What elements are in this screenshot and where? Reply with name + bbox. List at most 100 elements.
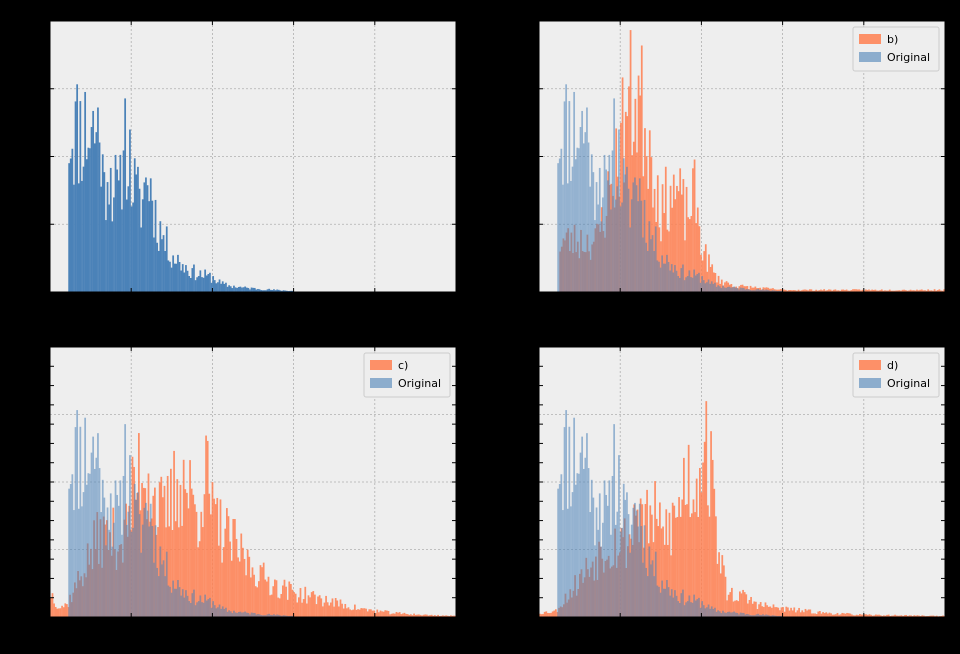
histogram-bar xyxy=(696,599,699,617)
histogram-bar xyxy=(145,177,147,292)
histogram-bar xyxy=(690,602,692,617)
series-original xyxy=(68,410,295,617)
histogram-bar xyxy=(97,433,99,617)
histogram-bar xyxy=(234,612,237,617)
histogram-bar xyxy=(621,527,624,617)
histogram-bar xyxy=(173,263,176,292)
histogram-bar xyxy=(285,586,287,617)
histogram-bar xyxy=(689,517,692,617)
histogram-bar xyxy=(779,290,782,292)
histogram-bar xyxy=(168,526,171,617)
histogram-bar xyxy=(654,551,657,617)
histogram-bar xyxy=(672,597,675,617)
histogram-bar xyxy=(221,606,224,617)
histogram-bar xyxy=(733,611,736,617)
histogram-bar xyxy=(74,427,77,617)
histogram-bar xyxy=(768,290,771,292)
histogram-bar xyxy=(709,266,712,292)
histogram-bar xyxy=(812,290,814,292)
histogram-bar xyxy=(602,522,604,617)
histogram-bar xyxy=(605,169,608,292)
histogram-bar xyxy=(228,285,231,292)
histogram-bar xyxy=(276,289,279,292)
legend-swatch-transformed xyxy=(370,360,392,370)
histogram-bar xyxy=(210,514,212,617)
histogram-bar xyxy=(73,184,75,292)
histogram-bar xyxy=(710,281,713,292)
histogram-bar xyxy=(700,254,702,292)
histogram-bar xyxy=(723,565,725,617)
histogram-bar xyxy=(202,277,205,292)
histogram-bar xyxy=(146,185,149,292)
histogram-bar xyxy=(737,601,740,617)
histogram-bar xyxy=(799,612,802,617)
histogram-bar xyxy=(662,588,665,617)
histogram-bar xyxy=(765,614,768,617)
histogram-bar xyxy=(736,612,739,617)
histogram-bar xyxy=(244,611,247,617)
histogram-bar xyxy=(750,596,752,617)
histogram-bar xyxy=(680,194,683,292)
histogram-bar xyxy=(882,290,885,292)
histogram-bar xyxy=(167,585,170,617)
histogram-bar xyxy=(553,610,556,617)
histogram-bar xyxy=(853,289,856,292)
histogram-bar xyxy=(626,166,628,292)
histogram-bar xyxy=(228,610,231,617)
histogram-bar xyxy=(746,288,748,292)
histogram-bar xyxy=(658,261,660,292)
histogram-bar xyxy=(197,601,200,617)
histogram-bar xyxy=(706,271,709,292)
histogram-bar xyxy=(678,497,680,617)
histogram-bar xyxy=(240,533,243,617)
histogram-bar xyxy=(339,599,342,617)
histogram-bar xyxy=(613,98,616,292)
histogram-bar xyxy=(682,589,684,617)
histogram-bar xyxy=(114,480,117,617)
histogram-bar xyxy=(670,555,672,617)
histogram-bar xyxy=(896,290,899,292)
histogram-bar xyxy=(379,610,382,617)
histogram-bar xyxy=(919,289,922,292)
histogram-bar xyxy=(792,290,795,292)
histogram-bar xyxy=(540,614,543,617)
histogram-bar xyxy=(746,613,748,617)
histogram-bar xyxy=(93,468,96,617)
histogram-bar xyxy=(260,290,263,292)
series-original xyxy=(557,84,784,292)
histogram-bar xyxy=(245,612,248,617)
histogram-bar xyxy=(840,289,843,292)
histogram-bar xyxy=(762,289,764,292)
histogram-bar xyxy=(165,551,168,617)
histogram-bar xyxy=(869,290,872,292)
histogram-bar xyxy=(674,590,676,617)
histogram-bar xyxy=(157,576,160,617)
histogram-bar xyxy=(712,608,715,617)
histogram-bar xyxy=(170,267,173,292)
histogram-bar xyxy=(838,614,840,617)
histogram-bar xyxy=(224,528,227,617)
histogram-bar xyxy=(897,615,900,617)
histogram-bar xyxy=(684,504,687,617)
histogram-bar xyxy=(780,607,783,617)
histogram-bar xyxy=(731,587,733,617)
histogram-bar xyxy=(674,265,676,292)
histogram-bar xyxy=(551,611,554,617)
histogram-bar xyxy=(66,604,68,617)
histogram-bar xyxy=(357,609,359,617)
histogram-bar xyxy=(694,275,697,292)
histogram-bar xyxy=(106,182,109,292)
histogram-bar xyxy=(751,287,754,292)
histogram-bar xyxy=(927,289,930,292)
histogram-bar xyxy=(242,287,245,292)
histogram-bar xyxy=(671,502,674,617)
histogram-bar xyxy=(138,188,141,292)
histogram-bar xyxy=(887,614,890,617)
histogram-bar xyxy=(242,612,245,617)
histogram-bar xyxy=(881,615,884,617)
histogram-bar xyxy=(342,608,345,617)
histogram-bar xyxy=(566,508,569,617)
histogram-bar xyxy=(92,110,95,292)
histogram-bar xyxy=(127,186,130,292)
histogram-bar xyxy=(584,457,587,617)
